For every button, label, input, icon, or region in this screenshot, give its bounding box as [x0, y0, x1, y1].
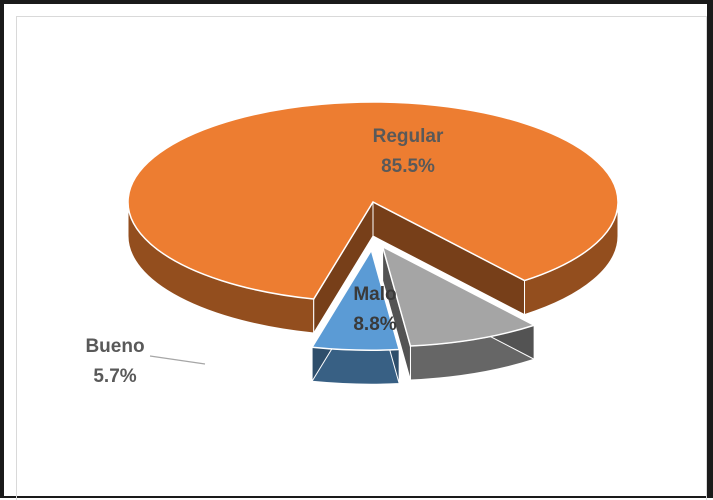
chart-area	[16, 16, 707, 500]
slice-top-malo	[381, 245, 537, 347]
label-bueno-category: Bueno	[85, 336, 144, 357]
label-bueno-value: 5.7%	[93, 366, 136, 387]
bueno-leader-line	[149, 355, 206, 365]
pie-labels: Regular 85.5% Malo 8.8% Bueno 5.7%	[85, 126, 444, 387]
slice-bueno	[310, 248, 401, 385]
slice-top-regular	[127, 101, 619, 300]
pie-slices	[127, 101, 619, 385]
slice-regular	[127, 101, 619, 335]
label-regular-category: Regular	[373, 126, 444, 147]
slice-malo	[381, 245, 537, 381]
slice-top-bueno	[310, 248, 401, 351]
label-malo-value: 8.8%	[353, 314, 396, 335]
label-regular-value: 85.5%	[381, 156, 435, 177]
label-malo-category: Malo	[353, 284, 396, 305]
